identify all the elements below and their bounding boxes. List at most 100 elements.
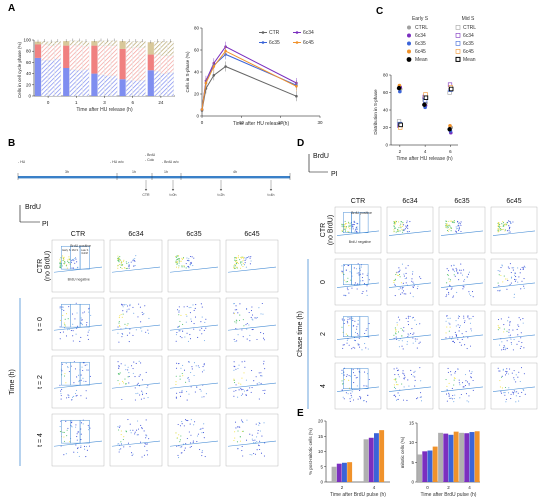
- a-bar-segment: [104, 45, 111, 76]
- d-event-dot: [359, 396, 361, 398]
- b-event-dot: [235, 305, 237, 307]
- c-ytick-label: 40: [383, 108, 389, 113]
- d-event-dot: [365, 401, 367, 403]
- b-plot-frame: [167, 413, 221, 467]
- b-event-dot: [180, 314, 182, 317]
- b-event-dot: [240, 262, 242, 264]
- b-event-dot: [203, 437, 205, 439]
- d-event-dot: [416, 347, 418, 349]
- d-event-dot: [505, 370, 507, 372]
- b-event-dot: [239, 436, 241, 438]
- b-event-dot: [121, 336, 123, 338]
- b-event-dot: [59, 258, 61, 260]
- a-bar-segment: [160, 41, 168, 56]
- d-event-dot: [348, 379, 350, 381]
- b-event-dot: [246, 322, 248, 325]
- d-event-dot: [458, 382, 460, 384]
- b-event-dot: [60, 398, 62, 400]
- d-event-dot: [517, 281, 519, 283]
- d-gate-line: [388, 230, 432, 236]
- d-event-dot: [393, 226, 395, 228]
- d-event-dot: [368, 336, 370, 338]
- d-event-dot: [499, 380, 501, 382]
- b-event-dot: [64, 318, 66, 320]
- b-event-dot: [64, 373, 66, 375]
- d-event-dot: [448, 291, 450, 294]
- b-event-dot: [236, 426, 238, 428]
- b-event-dot: [189, 255, 192, 258]
- a-bar-segment: [147, 54, 154, 71]
- d-event-dot: [504, 230, 506, 232]
- c-legend-label: CTRL: [415, 25, 428, 31]
- d-event-dot: [399, 230, 401, 232]
- b-event-dot: [129, 423, 131, 425]
- d-event-dot: [351, 348, 353, 350]
- b-event-dot: [132, 429, 134, 431]
- d-event-dot: [402, 223, 404, 225]
- b-event-dot: [251, 386, 253, 389]
- b-event-dot: [75, 444, 77, 446]
- b-event-dot: [118, 341, 120, 343]
- b-event-dot: [183, 369, 186, 371]
- b-event-dot: [194, 316, 197, 318]
- b-event-dot: [242, 258, 244, 260]
- d-plot-frame: [386, 310, 434, 358]
- b-event-dot: [120, 430, 122, 432]
- b-event-dot: [262, 313, 264, 315]
- c-legend-header: Early S: [412, 16, 429, 22]
- d-event-dot: [393, 283, 396, 285]
- d-event-dot: [356, 222, 358, 224]
- b-event-dot: [72, 330, 74, 332]
- b-event-dot: [240, 267, 242, 269]
- b-event-dot: [85, 456, 87, 458]
- d-event-dot: [356, 227, 358, 229]
- b-event-dot: [184, 419, 187, 421]
- b-event-dot: [253, 452, 255, 455]
- b-event-dot: [120, 313, 122, 316]
- d-event-dot: [405, 272, 407, 275]
- b-event-dot: [188, 381, 190, 383]
- d-event-dot: [358, 337, 360, 339]
- b-event-dot: [202, 427, 204, 429]
- b-event-dot: [246, 390, 248, 392]
- d-event-dot: [395, 396, 397, 398]
- b-event-dot: [247, 389, 249, 391]
- b-event-dot: [75, 395, 77, 397]
- d-event-dot: [522, 318, 524, 320]
- a-bar-segment: [47, 60, 55, 97]
- d-event-dot: [470, 372, 472, 374]
- d-event-dot: [398, 394, 400, 396]
- a-bar-segment: [76, 70, 83, 97]
- d-event-dot: [510, 342, 512, 344]
- b-event-dot: [67, 427, 69, 429]
- b-event-dot: [259, 430, 261, 432]
- b-event-dot: [178, 325, 181, 327]
- d-event-dot: [445, 220, 448, 222]
- b-event-dot: [176, 259, 178, 261]
- d-event-dot: [446, 288, 448, 290]
- c-ytick-label: 60: [383, 90, 389, 95]
- b-event-dot: [186, 437, 188, 440]
- b-event-dot: [252, 319, 254, 321]
- d-event-dot: [447, 274, 449, 276]
- b-event-dot: [235, 390, 237, 392]
- b-event-dot: [176, 392, 178, 394]
- d-event-dot: [511, 267, 513, 269]
- d-event-dot: [410, 332, 412, 335]
- d-event-dot: [498, 326, 500, 328]
- d-event-dot: [356, 385, 358, 387]
- b-event-dot: [190, 306, 192, 308]
- d-event-dot: [457, 272, 459, 275]
- b-event-dot: [145, 393, 147, 395]
- d-event-dot: [448, 392, 450, 394]
- b-event-dot: [134, 399, 136, 401]
- d-event-dot: [393, 282, 395, 284]
- b-axis-cue-y-label: BrdU: [25, 204, 41, 211]
- b-event-dot: [254, 441, 256, 444]
- b-event-dot: [141, 394, 144, 396]
- c-ytick-label: 80: [383, 73, 389, 78]
- d-event-dot: [457, 221, 459, 223]
- d-event-dot: [505, 398, 507, 400]
